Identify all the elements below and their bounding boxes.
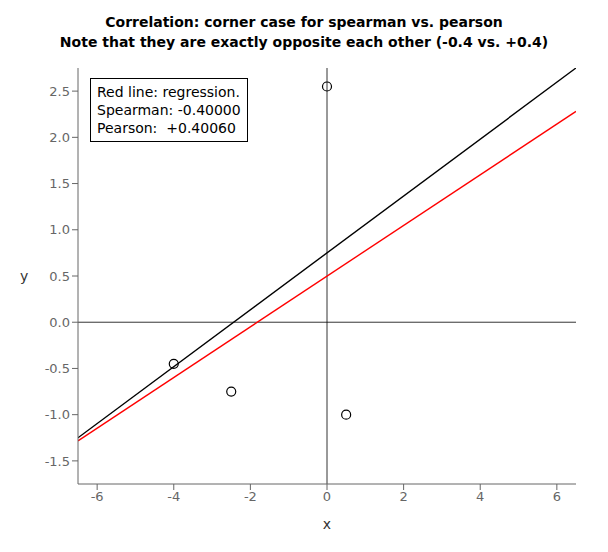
svg-text:-4: -4: [167, 489, 180, 504]
html-text:Red line: regression.: Red line: regression.: [97, 84, 240, 100]
svg-text:-0.5: -0.5: [45, 361, 70, 376]
svg-text:-1.0: -1.0: [45, 407, 70, 422]
svg-text:1.0: 1.0: [49, 222, 70, 237]
svg-text:y: y: [20, 268, 28, 284]
svg-text:2: 2: [399, 489, 407, 504]
svg-text:2.5: 2.5: [49, 84, 70, 99]
svg-text:6: 6: [553, 489, 561, 504]
html-text:Pearson: +0.40060: Pearson: +0.40060: [97, 120, 236, 136]
svg-text:0.0: 0.0: [49, 315, 70, 330]
html-text:Note that they are exactly opp: Note that they are exactly opposite each…: [59, 34, 549, 50]
svg-text:0: 0: [323, 489, 331, 504]
svg-text:4: 4: [476, 489, 484, 504]
svg-text:1.5: 1.5: [49, 176, 70, 191]
html-text:Correlation: corner case for s: Correlation: corner case for spearman vs…: [105, 14, 503, 30]
svg-text:x: x: [323, 516, 331, 532]
svg-text:2.0: 2.0: [49, 130, 70, 145]
svg-text:-1.5: -1.5: [45, 454, 70, 469]
html-text:Spearman: -0.40000: Spearman: -0.40000: [97, 102, 241, 118]
svg-text:0.5: 0.5: [49, 269, 70, 284]
svg-text:-6: -6: [91, 489, 104, 504]
svg-text:-2: -2: [244, 489, 257, 504]
